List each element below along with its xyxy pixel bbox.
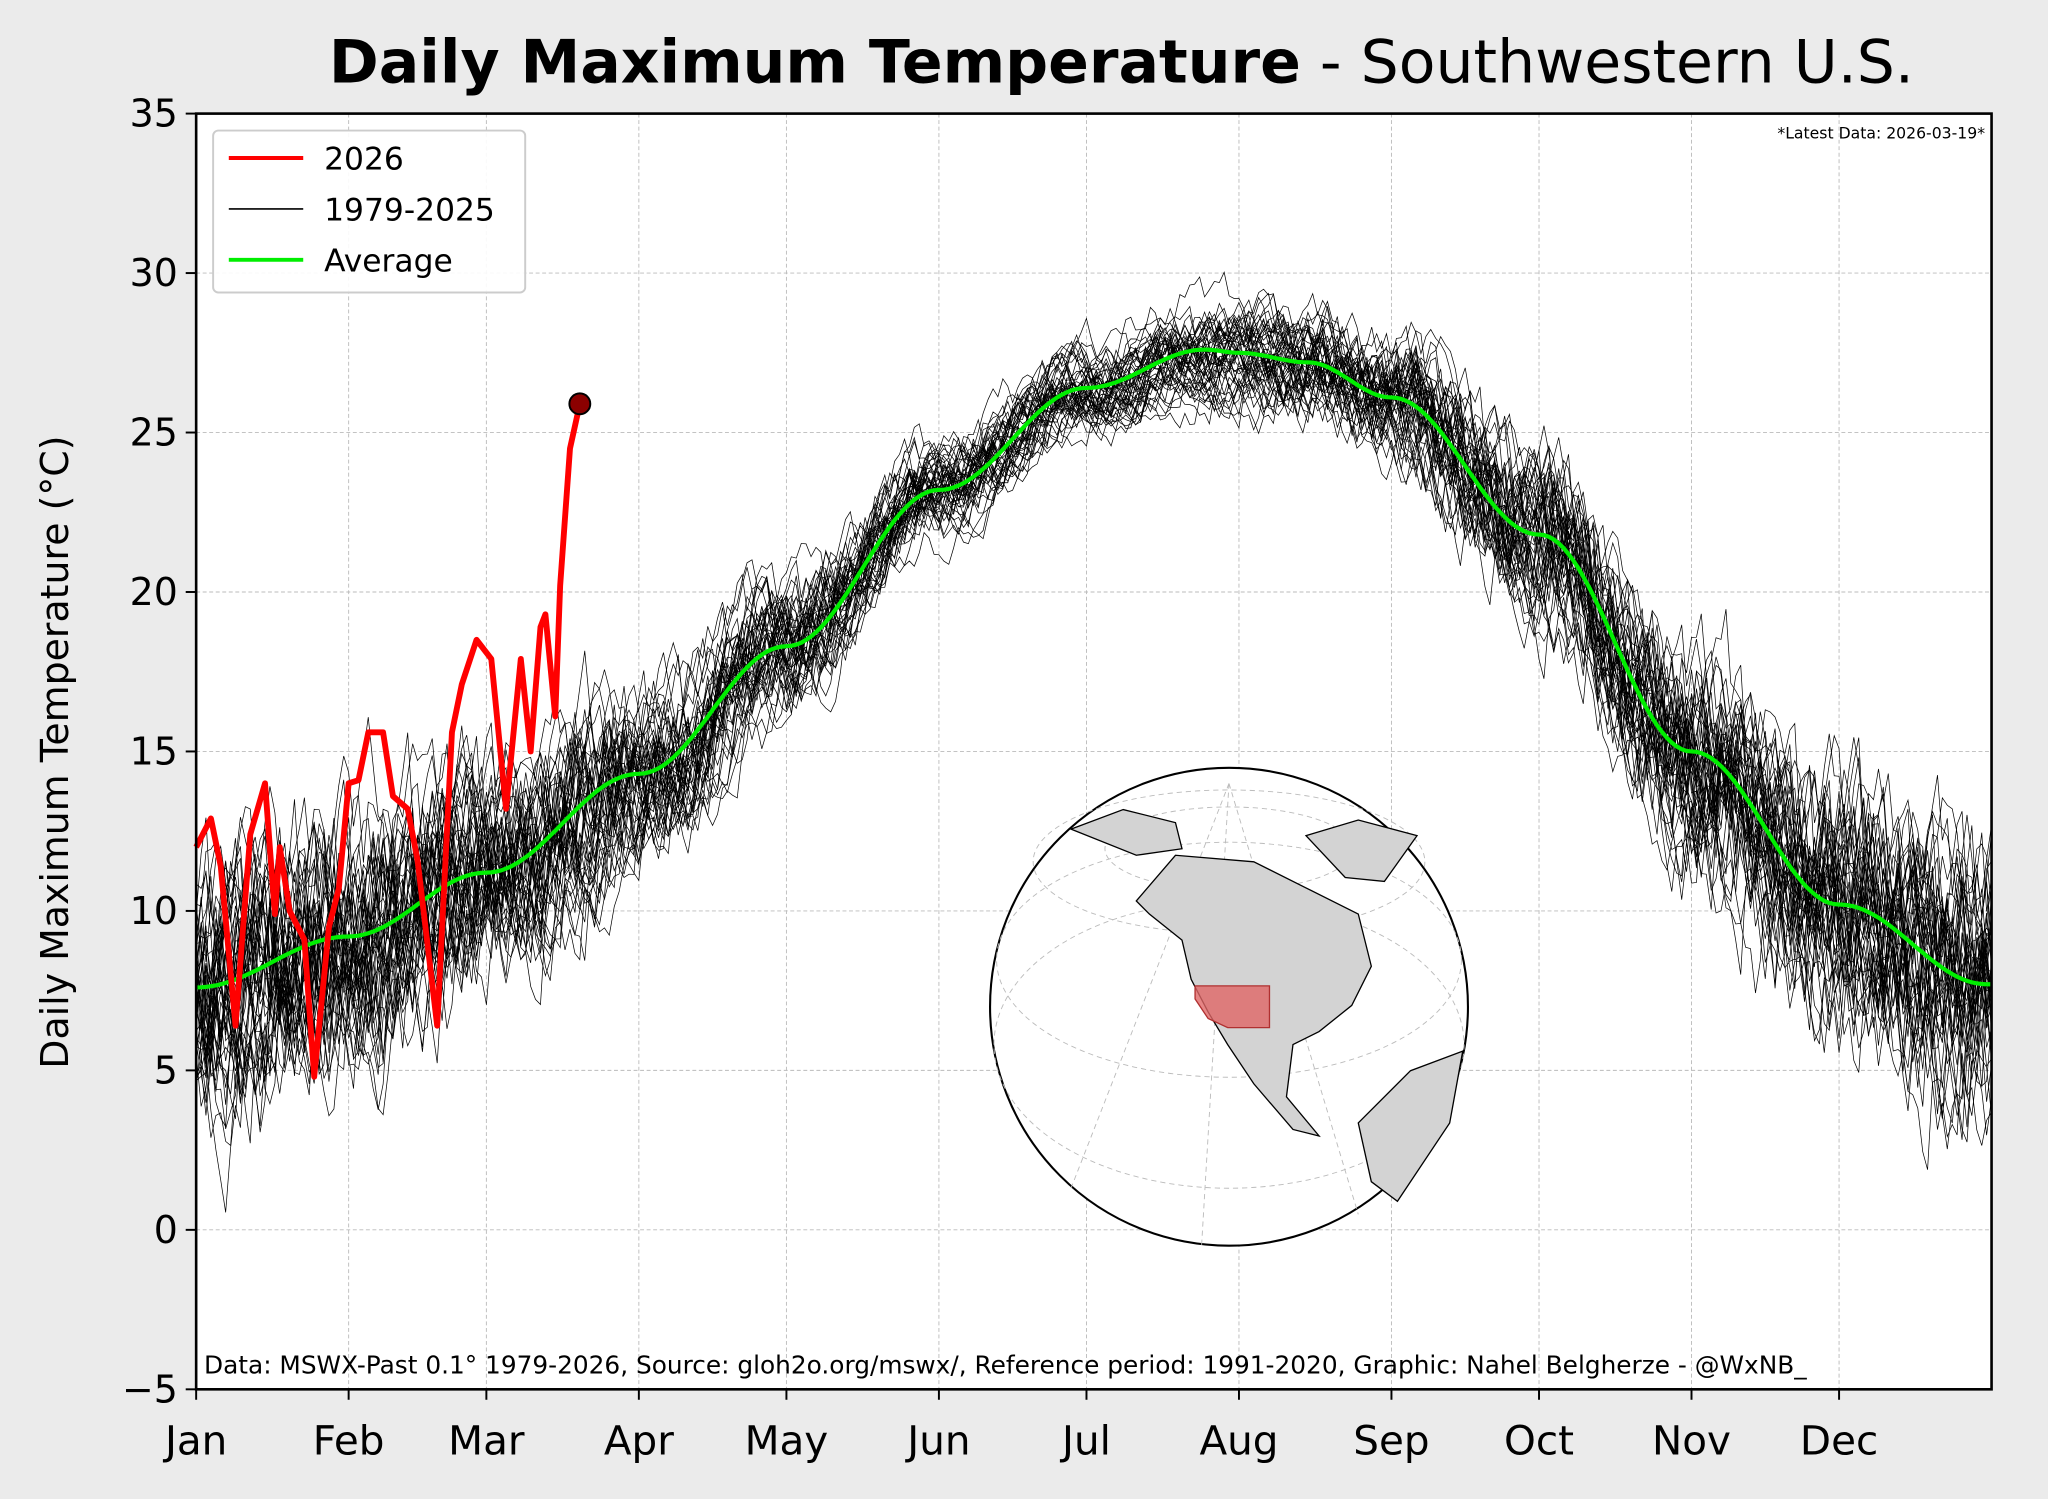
x-tick-label: Feb [313,1417,385,1465]
average-line [196,347,1992,990]
historical-year-line [195,316,1992,1119]
series-2026-path [193,403,583,1080]
highlighted-region [1194,985,1271,1029]
historical-year-line [195,310,1992,1064]
x-tick-label: Nov [1652,1417,1731,1465]
y-tick-label: −5 [122,1367,178,1411]
historical-year-line [195,352,1992,1124]
legend-box [212,129,527,294]
x-tick-label: May [745,1417,829,1465]
x-tick-label: Mar [448,1417,525,1465]
y-tick-label: 25 [130,411,178,455]
average-line-path [196,347,1992,990]
historical-year-line [195,317,1992,1064]
y-tick-label: 20 [130,570,178,614]
legend: 2026 1979-2025 Average [212,129,527,294]
historical-year-line [195,301,1992,1119]
x-tick-label: Oct [1504,1417,1574,1465]
historical-year-line [195,310,1992,1080]
y-tick-label: 0 [154,1208,178,1252]
y-axis-label: Daily Maximum Temperature (°C) [33,436,77,1069]
latest-data-point [568,392,592,416]
historical-year-line [196,296,1992,1092]
historical-year-line [195,323,1992,1130]
y-tick-label: 15 [130,730,178,774]
x-tick-label: Sep [1353,1417,1429,1465]
historical-year-line [195,325,1992,1095]
historical-lines [195,271,1992,1213]
historical-year-line [195,341,1992,1056]
y-tick-label: 30 [130,251,178,295]
series-2026-line [193,392,592,1080]
historical-year-line [196,330,1992,1084]
x-tick-label: Dec [1800,1417,1878,1465]
historical-year-line [195,323,1992,1071]
legend-label-historical: 1979-2025 [324,193,495,229]
footer-credits: Data: MSWX-Past 0.1° 1979-2026, Source: … [204,1351,1807,1380]
historical-year-line [195,288,1992,1025]
historical-year-line [195,299,1992,1139]
x-tick-label: Jun [904,1417,970,1465]
globe-inset [989,766,1469,1247]
y-tick-label: 10 [130,889,178,933]
latest-data-annotation: *Latest Data: 2026-03-19* [1777,123,1985,142]
x-tick-label: Apr [604,1417,674,1465]
chart-title-bold: Daily Maximum Temperature [329,27,1301,97]
x-tick-label: Jan [162,1417,227,1465]
x-tick-label: Jul [1059,1417,1111,1465]
chart-title-rest: - Southwestern U.S. [1301,27,1914,97]
historical-year-line [195,362,1992,1103]
y-tick-label: 5 [154,1048,178,1092]
x-tick-label: Aug [1199,1417,1278,1465]
axis-ticks: −5 0 5 10 15 20 25 30 35 Jan Feb Mar Apr May Jun Jul Aug… [122,92,1878,1465]
y-tick-label: 35 [130,92,178,136]
legend-label-2026: 2026 [324,142,404,178]
legend-label-average: Average [324,244,453,280]
